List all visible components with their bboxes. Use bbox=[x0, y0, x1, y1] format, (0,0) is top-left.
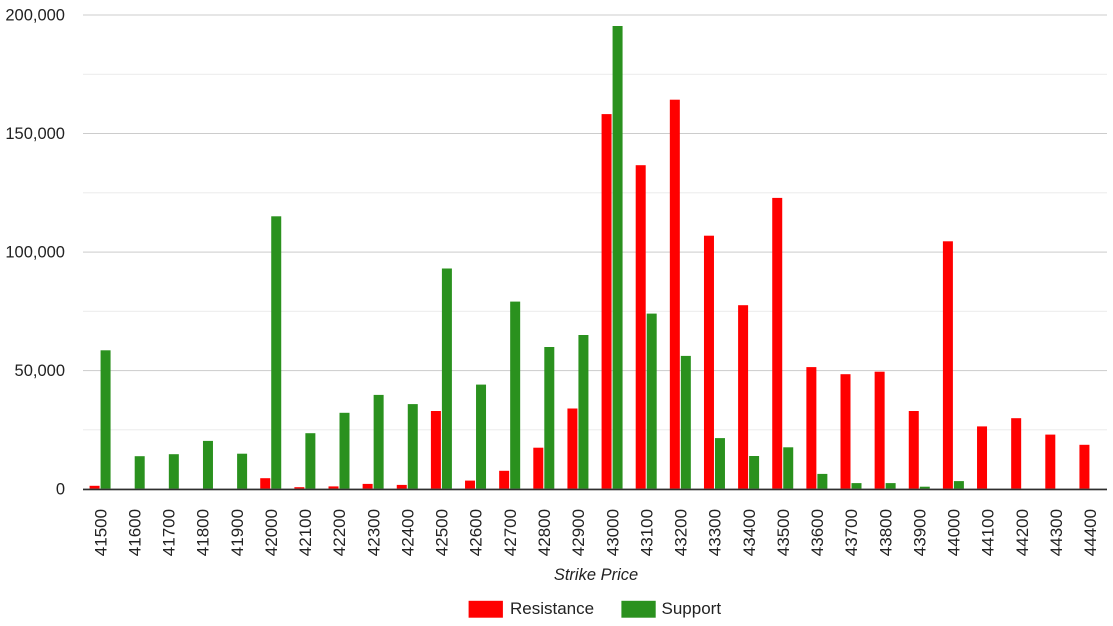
svg-text:Strike Price: Strike Price bbox=[554, 566, 638, 584]
svg-text:Support: Support bbox=[662, 599, 722, 618]
svg-text:41800: 41800 bbox=[194, 509, 213, 556]
svg-text:42500: 42500 bbox=[433, 509, 452, 556]
svg-text:43900: 43900 bbox=[910, 509, 929, 556]
svg-text:Resistance: Resistance bbox=[510, 599, 594, 618]
svg-text:42400: 42400 bbox=[398, 509, 417, 556]
svg-text:50,000: 50,000 bbox=[15, 362, 65, 380]
svg-text:44400: 44400 bbox=[1081, 509, 1100, 556]
svg-text:43700: 43700 bbox=[842, 509, 861, 556]
svg-text:43500: 43500 bbox=[774, 509, 793, 556]
svg-text:0: 0 bbox=[56, 481, 65, 499]
svg-text:42900: 42900 bbox=[569, 509, 588, 556]
svg-text:43800: 43800 bbox=[876, 509, 895, 556]
svg-text:42100: 42100 bbox=[296, 509, 315, 556]
svg-text:43600: 43600 bbox=[808, 509, 827, 556]
svg-text:41900: 41900 bbox=[228, 509, 247, 556]
svg-text:43000: 43000 bbox=[603, 509, 622, 556]
svg-text:42700: 42700 bbox=[501, 509, 520, 556]
svg-text:44000: 44000 bbox=[945, 509, 964, 556]
svg-text:42800: 42800 bbox=[535, 509, 554, 556]
svg-text:100,000: 100,000 bbox=[5, 244, 65, 262]
svg-text:43100: 43100 bbox=[637, 509, 656, 556]
svg-text:44200: 44200 bbox=[1013, 509, 1032, 556]
svg-text:150,000: 150,000 bbox=[5, 125, 65, 143]
svg-text:41500: 41500 bbox=[91, 509, 110, 556]
svg-text:42200: 42200 bbox=[330, 509, 349, 556]
svg-text:43400: 43400 bbox=[740, 509, 759, 556]
svg-text:43200: 43200 bbox=[672, 509, 691, 556]
svg-text:41600: 41600 bbox=[125, 509, 144, 556]
svg-text:41700: 41700 bbox=[160, 509, 179, 556]
svg-text:200,000: 200,000 bbox=[5, 7, 65, 25]
svg-text:42000: 42000 bbox=[262, 509, 281, 556]
svg-text:44300: 44300 bbox=[1047, 509, 1066, 556]
svg-text:43300: 43300 bbox=[706, 509, 725, 556]
svg-text:42300: 42300 bbox=[364, 509, 383, 556]
svg-text:44100: 44100 bbox=[979, 509, 998, 556]
svg-text:42600: 42600 bbox=[467, 509, 486, 556]
